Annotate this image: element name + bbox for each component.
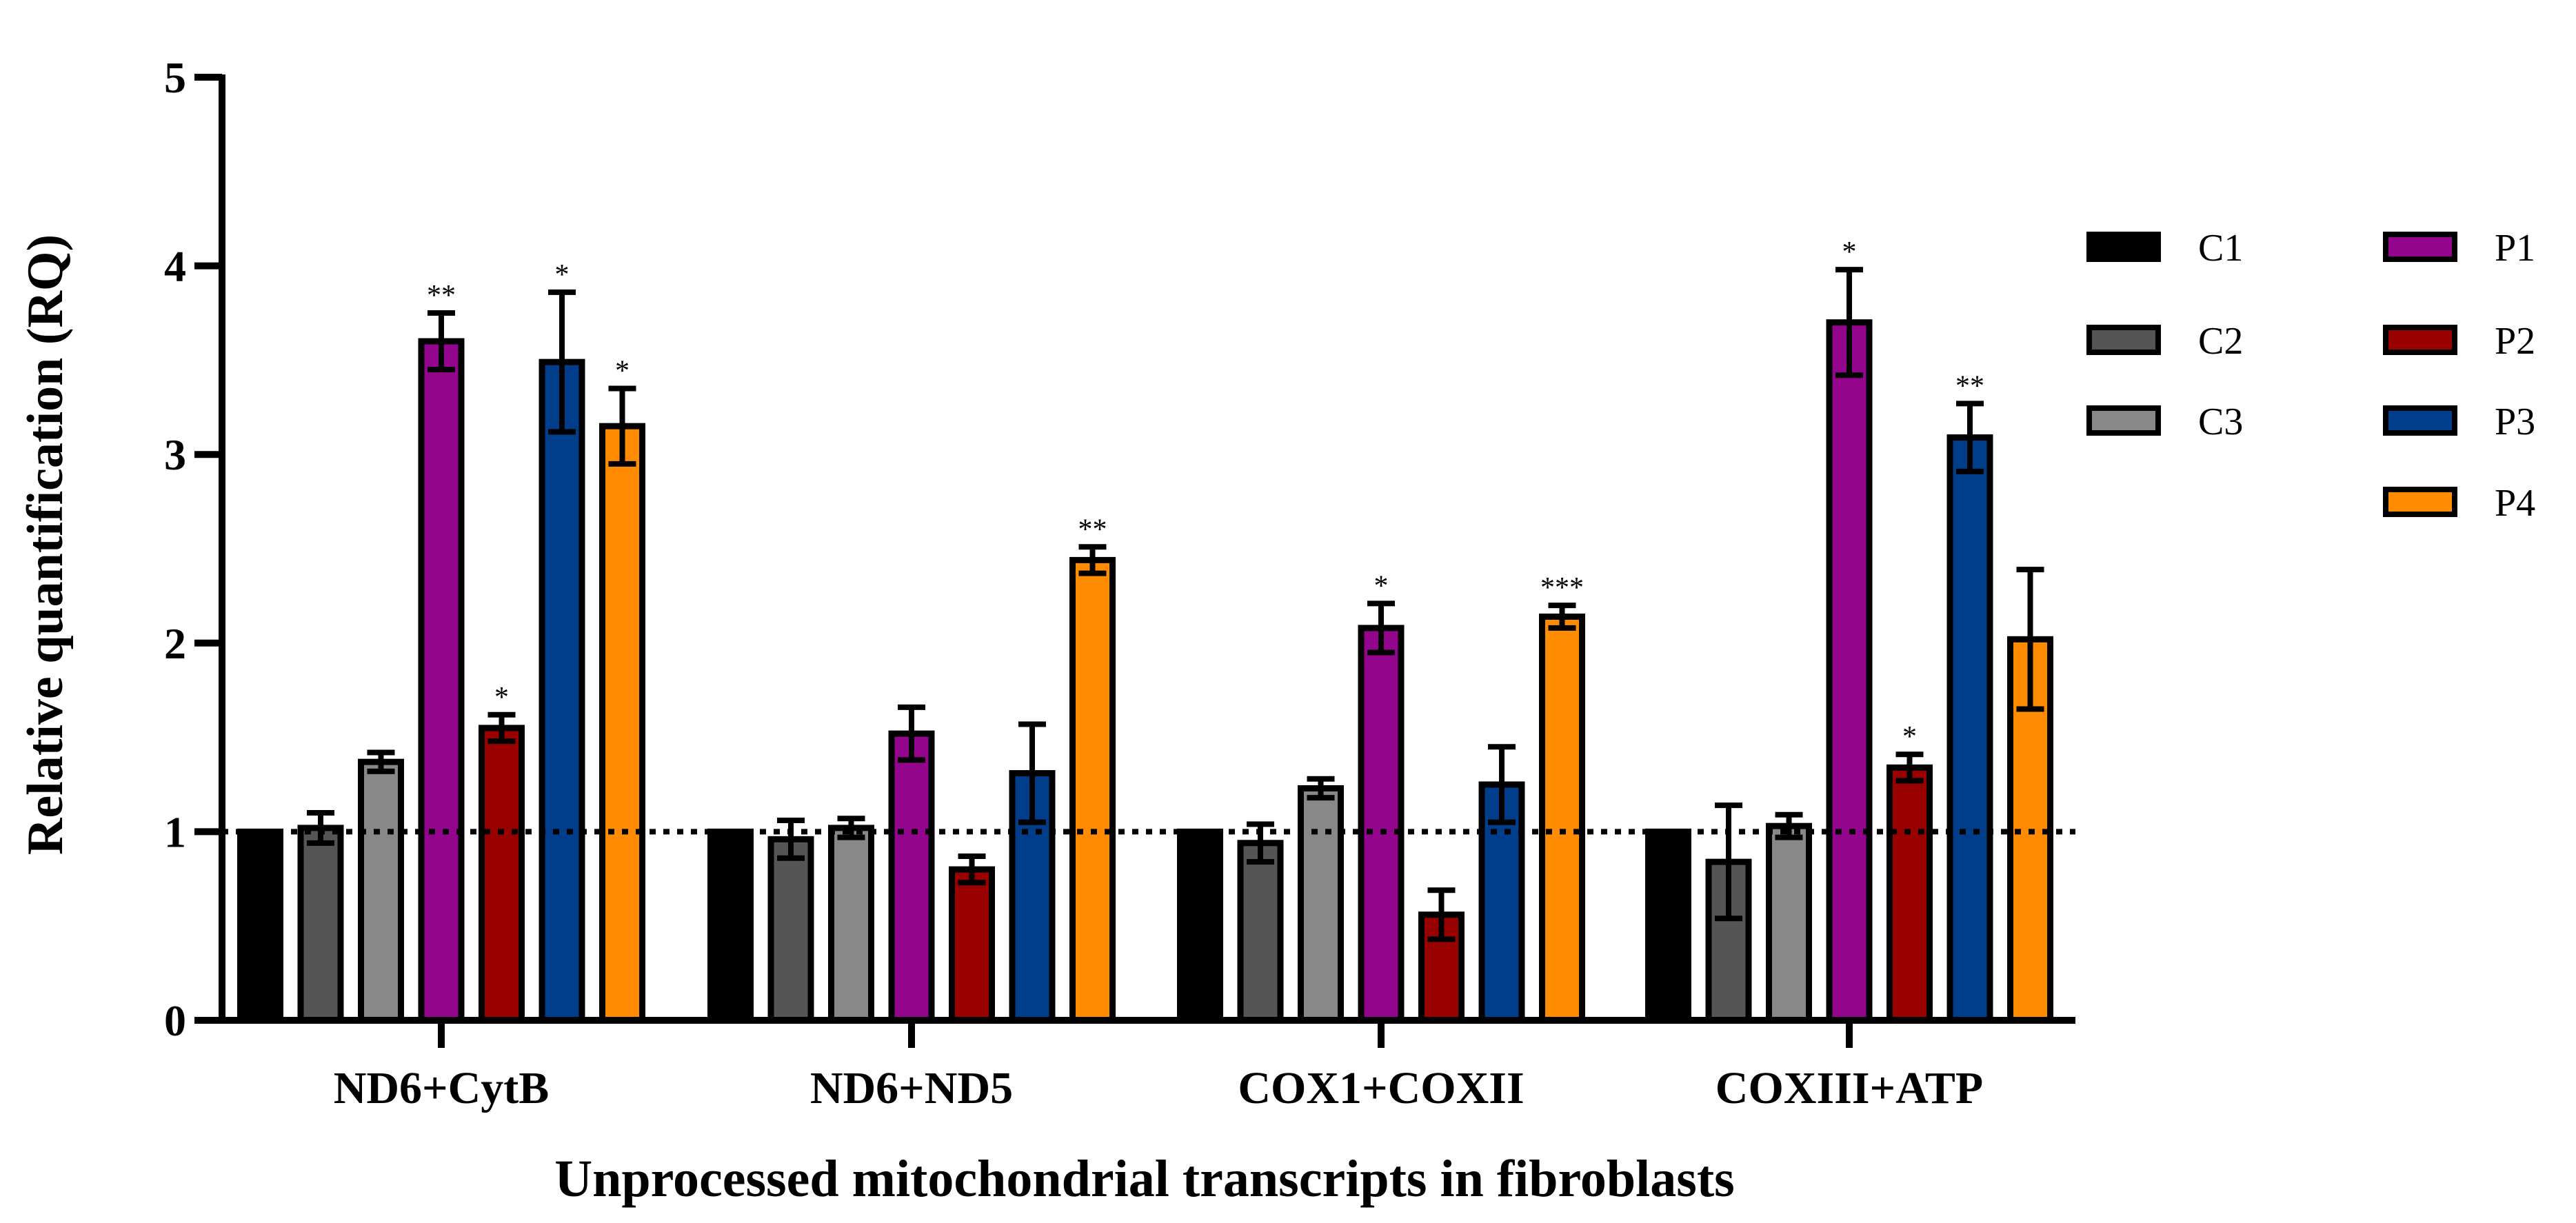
y-tick-label: 0 [164,996,186,1045]
x-tick-label: ND6+CytB [334,1063,550,1113]
legend-swatch [2086,232,2161,262]
legend-item-p4: P4 [2383,482,2535,525]
error-bar [1307,776,1335,801]
error-bar [1548,603,1576,631]
bar-c3-3 [1298,785,1344,1024]
significance-label: * [1842,236,1857,268]
legend-item-c1: C1 [2086,227,2243,270]
y-tick-label: 5 [164,53,186,102]
error-bar [1775,811,1803,840]
bar-c2-1 [297,825,344,1024]
legend-label: C2 [2198,320,2243,363]
bar-c1-4 [1645,828,1691,1024]
error-bar [1018,721,1046,825]
legend-swatch [2086,405,2161,436]
bar-c1-3 [1177,828,1223,1024]
significance-label: ** [1078,514,1107,545]
y-tick-label: 2 [164,619,186,668]
bar-c1-1 [237,828,283,1024]
legend-swatch [2383,232,2457,262]
error-bar [367,749,395,774]
legend-label: P2 [2495,320,2535,363]
error-bar [1427,887,1456,942]
y-tick-label: 3 [164,430,186,479]
bar-p4-2 [1069,556,1116,1024]
error-bar [1895,751,1924,784]
bars-layer: ******** ******* [237,236,2053,1024]
bar-c3-2 [828,825,874,1024]
bar-p1-2 [888,730,935,1024]
error-bar [548,289,576,435]
legend-item-p3: P3 [2383,401,2535,443]
error-bar [958,853,986,886]
error-bar [1715,802,1742,922]
error-bar [1078,544,1107,576]
error-bar [777,817,805,861]
bar-p4-3 [1539,613,1585,1024]
bar-p1-4 [1826,319,1873,1024]
bar-p1-3 [1358,625,1405,1024]
bar-p3-1 [539,358,585,1024]
bar-p2-2 [949,866,995,1024]
legend: C1 C2 C3 P1 P2 P3 P4 [2086,227,2535,525]
error-bar [1367,600,1395,656]
legend-label: P4 [2495,482,2535,525]
error-bar [1488,744,1516,825]
legend-swatch [2086,325,2161,355]
legend-item-p1: P1 [2383,227,2535,270]
x-axis-title: Unprocessed mitochondrial transcripts in… [554,1150,1735,1208]
error-bar [837,816,865,840]
legend-label: C1 [2198,227,2243,270]
significance-label: * [1374,570,1389,602]
legend-swatch [2383,405,2457,436]
bar-p3-4 [1946,434,1993,1024]
significance-label: * [494,682,509,714]
bar-c3-1 [358,758,404,1024]
legend-swatch [2383,325,2457,355]
bar-p2-4 [1886,764,1933,1024]
error-bar [1956,401,1984,474]
bar-p4-1 [599,423,645,1024]
x-tick-label: ND6+ND5 [810,1063,1013,1113]
bar-p1-1 [418,338,465,1024]
legend-label: C3 [2198,401,2243,443]
significance-label: ** [427,280,456,312]
bar-c2-3 [1237,840,1284,1024]
legend-item-c2: C2 [2086,320,2243,363]
bar-p2-1 [479,725,525,1024]
bar-c2-2 [767,836,814,1024]
y-axis-title: Relative quantification (RQ) [17,234,74,855]
legend-label: P1 [2495,227,2535,270]
axes-layer: 0 1 2 3 4 5 ND6+CytB ND6+ND5 COX1+COXII COXIII+AT… [164,53,2075,1113]
significance-label: * [615,355,630,387]
legend-item-p2: P2 [2383,320,2535,363]
legend-item-c3: C3 [2086,401,2243,443]
significance-label: * [555,259,570,291]
error-bar [608,385,636,467]
bar-c3-4 [1766,822,1812,1024]
significance-label: ** [1955,370,1984,402]
error-bar [898,704,925,763]
bar-c1-2 [707,828,754,1024]
legend-label: P3 [2495,401,2535,443]
error-bar [487,711,516,745]
error-bar [307,810,334,846]
x-tick-label: COX1+COXII [1238,1063,1524,1113]
y-tick-label: 1 [164,807,186,856]
error-bar [2016,567,2044,712]
significance-label: * [1902,721,1917,753]
legend-swatch [2383,487,2457,517]
error-bar [427,310,455,373]
x-tick-label: COXIII+ATP [1715,1063,1983,1113]
y-tick-label: 4 [164,242,186,291]
significance-label: *** [1540,572,1584,604]
error-bar [1835,267,1863,378]
